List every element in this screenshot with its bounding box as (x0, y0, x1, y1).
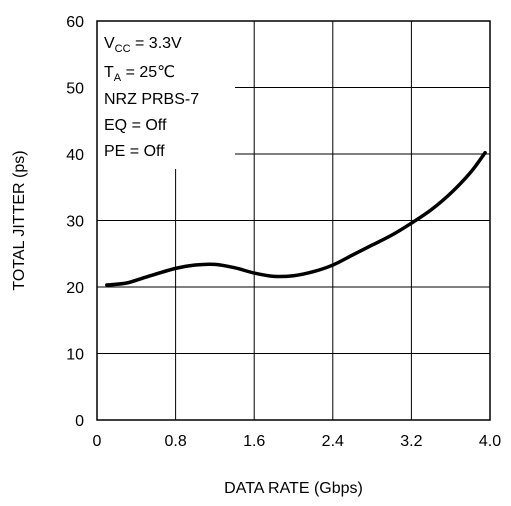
conditions-note: VCC = 3.3V TA = 25℃ NRZ PRBS-7 EQ = Off PE =… (104, 35, 199, 160)
x-tick-label: 0 (93, 433, 102, 450)
x-tick-label: 4.0 (479, 433, 501, 450)
x-axis-title: DATA RATE (Gbps) (224, 480, 363, 497)
y-tick-label: 20 (66, 280, 84, 297)
x-tick-label: 3.2 (400, 433, 422, 450)
plot-frame (96, 20, 491, 421)
y-tick-label: 10 (66, 347, 84, 364)
series-line (105, 150, 487, 287)
condition-line: EQ = Off (104, 117, 167, 134)
x-tick-label: 2.4 (322, 433, 344, 450)
y-tick-label: 0 (75, 413, 84, 430)
y-tick-label: 60 (66, 14, 84, 31)
x-tick-label: 1.6 (243, 433, 265, 450)
y-tick-label: 50 (66, 81, 84, 98)
y-axis-title: TOTAL JITTER (ps) (11, 150, 28, 290)
grid (97, 21, 490, 420)
condition-line: PE = Off (104, 143, 165, 160)
tick-labels: 0 0.8 1.6 2.4 3.2 4.0 0 10 20 30 40 50 60 (66, 14, 501, 450)
condition-line: VCC = 3.3V (104, 35, 182, 55)
condition-line: TA = 25℃ (104, 64, 175, 84)
y-tick-label: 40 (66, 147, 84, 164)
x-tick-label: 0.8 (164, 433, 186, 450)
y-tick-label: 30 (66, 214, 84, 231)
condition-line: NRZ PRBS-7 (104, 91, 199, 108)
series-layer (105, 150, 487, 287)
